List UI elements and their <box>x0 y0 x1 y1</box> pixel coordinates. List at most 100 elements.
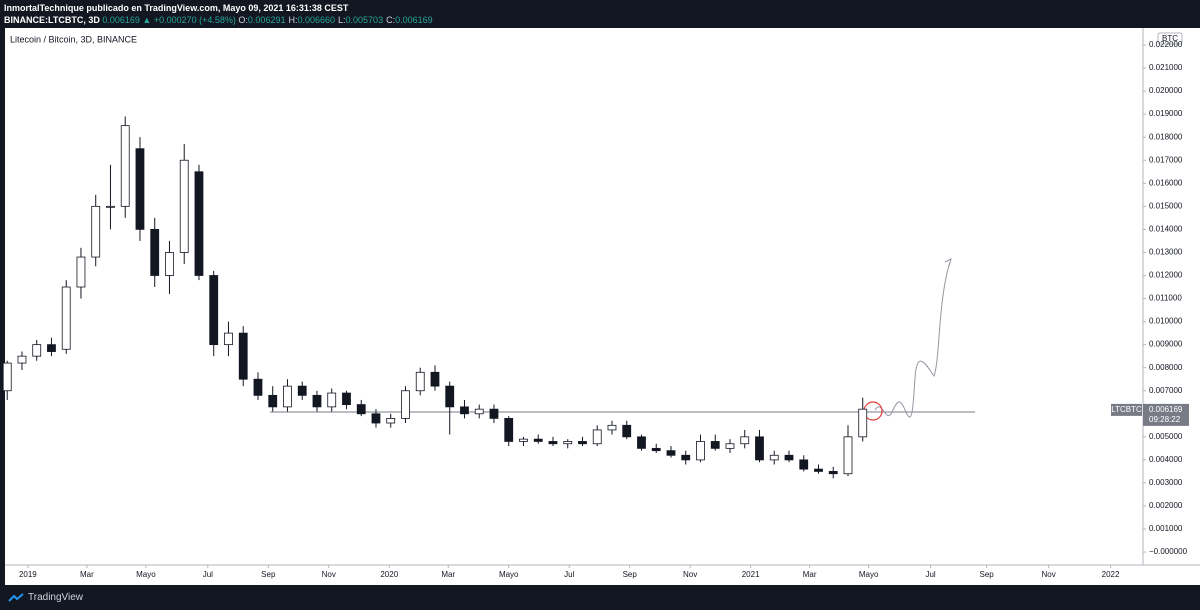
y-tick-label: 0.011000 <box>1149 294 1182 303</box>
y-tick-label: 0.009000 <box>1149 340 1183 349</box>
chart: Litecoin / Bitcoin, 3D, BINANCE BTC −0.0… <box>2 28 1200 585</box>
candle-body <box>607 424 617 431</box>
candle-body <box>430 371 440 387</box>
candle-body <box>342 392 351 405</box>
x-tick-label: Mayo <box>136 570 156 579</box>
candle-body <box>858 408 868 438</box>
candle-body <box>327 392 337 408</box>
y-tick-label: 0.007000 <box>1149 386 1183 395</box>
candle-body <box>106 205 115 208</box>
currency-box <box>1157 32 1183 45</box>
y-tick-label: 0.004000 <box>1149 455 1183 464</box>
x-tick-label: Jul <box>203 570 213 579</box>
x-tick-label: Jul <box>564 570 574 579</box>
candle-body <box>209 275 219 346</box>
author: InmortalTechnique publicado en TradingVi… <box>4 3 349 13</box>
candle-body <box>386 417 396 424</box>
candle-body <box>47 344 56 352</box>
price: 0.006169 <box>102 15 140 25</box>
candle-body <box>533 438 543 442</box>
y-tick-label: 0.017000 <box>1149 155 1183 164</box>
ohlc-value: 0.006660 <box>297 15 336 25</box>
ohlc-value: 0.005703 <box>345 15 384 25</box>
candle-body <box>548 441 558 445</box>
candle-body <box>224 332 233 346</box>
forecast-path <box>874 261 951 418</box>
x-tick-label: 2019 <box>19 570 37 579</box>
footer: TradingView <box>8 592 83 603</box>
candle-body <box>681 454 691 461</box>
forecast-arrow <box>944 258 952 267</box>
candle-body <box>563 441 573 445</box>
y-tick-label: 0.018000 <box>1149 132 1183 141</box>
y-tick-label: 0.019000 <box>1149 109 1183 118</box>
candle-body <box>769 454 779 461</box>
y-tick-label: 0.001000 <box>1149 524 1183 533</box>
candle-body <box>91 205 101 258</box>
candle-body <box>696 441 705 461</box>
candle-body <box>415 371 425 392</box>
candle-body <box>312 394 322 408</box>
candle-body <box>32 344 42 357</box>
x-tick-label: Mar <box>441 570 455 579</box>
candle-body <box>179 159 189 253</box>
ohlc-label: H: <box>288 15 298 25</box>
y-tick-label: 0.014000 <box>1149 224 1183 233</box>
x-tick-label: Nov <box>1041 570 1055 579</box>
candle-body <box>17 355 27 364</box>
x-tick-label: 2021 <box>742 570 760 579</box>
candle-body <box>2 362 12 392</box>
candle-body <box>283 385 292 408</box>
candle-body <box>120 125 130 207</box>
candle-body <box>637 436 646 449</box>
y-tick-label: −0.000000 <box>1149 547 1188 556</box>
x-tick-label: Nov <box>683 570 697 579</box>
candle-body <box>401 390 410 419</box>
x-tick-label: Sep <box>980 570 995 579</box>
marks: −0.000000 0.001000 0.002000 0.003000 0.00400… <box>2 40 1189 579</box>
y-tick-label: 0.022000 <box>1149 40 1183 49</box>
y-tick-label: 0.002000 <box>1149 501 1183 510</box>
candle-body <box>61 286 71 350</box>
candle-body <box>165 252 174 276</box>
brand: TradingView <box>28 592 84 603</box>
candle-body <box>135 148 145 230</box>
price-box <box>1143 403 1189 426</box>
x-tick-label: Sep <box>261 570 276 579</box>
x-tick-label: Sep <box>623 570 638 579</box>
chart-bg <box>5 28 1200 585</box>
candle-body <box>268 394 278 408</box>
candle-body <box>371 413 381 424</box>
candle-body <box>519 438 528 442</box>
y-tick-label: 0.005000 <box>1149 432 1183 441</box>
ohlc-label: C: <box>386 15 396 25</box>
candle-body <box>578 441 587 445</box>
candle-body <box>474 408 484 415</box>
chart-title: Litecoin / Bitcoin, 3D, BINANCE <box>10 34 137 44</box>
y-tick-label: 0.015000 <box>1149 201 1183 210</box>
y-tick-label: 0.021000 <box>1149 63 1183 72</box>
candle-body <box>76 256 86 288</box>
y-tick-label: 0.013000 <box>1149 248 1183 257</box>
candle-body <box>356 404 366 415</box>
x-tick-label: Nov <box>322 570 336 579</box>
candle-body <box>297 385 307 396</box>
candle-body <box>666 450 676 456</box>
x-tick-label: Mar <box>803 570 817 579</box>
candle-body <box>784 454 794 461</box>
y-tick-label: 0.008000 <box>1149 363 1183 372</box>
candle-body <box>828 471 838 475</box>
candle-body <box>194 171 204 276</box>
change: ▲ +0.000270 (+4.58%) <box>142 15 236 25</box>
x-tick-label: 2022 <box>1102 570 1120 579</box>
candle-body <box>651 447 661 452</box>
y-tick-label: 0.003000 <box>1149 478 1183 487</box>
candle-body <box>460 406 469 415</box>
candle-body <box>622 424 632 438</box>
currency: BTC <box>1162 34 1178 43</box>
ohlc-label: L: <box>338 15 346 25</box>
price-timer: 09:28:22 <box>1149 415 1181 424</box>
candle-body <box>725 443 735 449</box>
x-tick-label: Mayo <box>859 570 879 579</box>
